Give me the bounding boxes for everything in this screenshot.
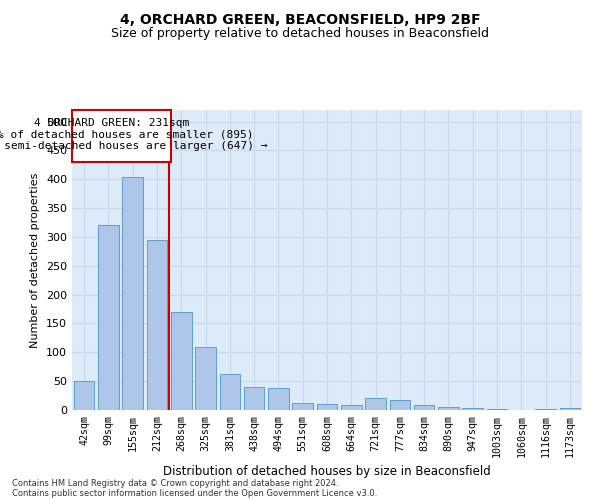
- Text: ← 58% of detached houses are smaller (895): ← 58% of detached houses are smaller (89…: [0, 130, 254, 140]
- Bar: [463, 408, 483, 410]
- Text: 4 ORCHARD GREEN: 231sqm: 4 ORCHARD GREEN: 231sqm: [34, 118, 190, 128]
- Text: Contains HM Land Registry data © Crown copyright and database right 2024.: Contains HM Land Registry data © Crown c…: [12, 478, 338, 488]
- Bar: [98, 226, 119, 410]
- Text: Size of property relative to detached houses in Beaconsfield: Size of property relative to detached ho…: [111, 28, 489, 40]
- Bar: [146, 240, 167, 410]
- Bar: [220, 374, 240, 410]
- Y-axis label: Number of detached properties: Number of detached properties: [31, 172, 40, 348]
- Bar: [341, 406, 362, 410]
- Text: 4, ORCHARD GREEN, BEACONSFIELD, HP9 2BF: 4, ORCHARD GREEN, BEACONSFIELD, HP9 2BF: [119, 12, 481, 26]
- Bar: [171, 312, 191, 410]
- FancyBboxPatch shape: [72, 110, 171, 162]
- X-axis label: Distribution of detached houses by size in Beaconsfield: Distribution of detached houses by size …: [163, 465, 491, 478]
- Text: Contains public sector information licensed under the Open Government Licence v3: Contains public sector information licen…: [12, 488, 377, 498]
- Text: 42% of semi-detached houses are larger (647) →: 42% of semi-detached houses are larger (…: [0, 141, 268, 151]
- Bar: [74, 381, 94, 410]
- Bar: [292, 403, 313, 410]
- Bar: [317, 404, 337, 410]
- Bar: [487, 409, 508, 410]
- Bar: [560, 408, 580, 410]
- Bar: [122, 178, 143, 410]
- Bar: [365, 398, 386, 410]
- Bar: [268, 388, 289, 410]
- Bar: [389, 400, 410, 410]
- Bar: [195, 346, 216, 410]
- Bar: [414, 406, 434, 410]
- Bar: [535, 409, 556, 410]
- Bar: [244, 387, 265, 410]
- Bar: [438, 407, 459, 410]
